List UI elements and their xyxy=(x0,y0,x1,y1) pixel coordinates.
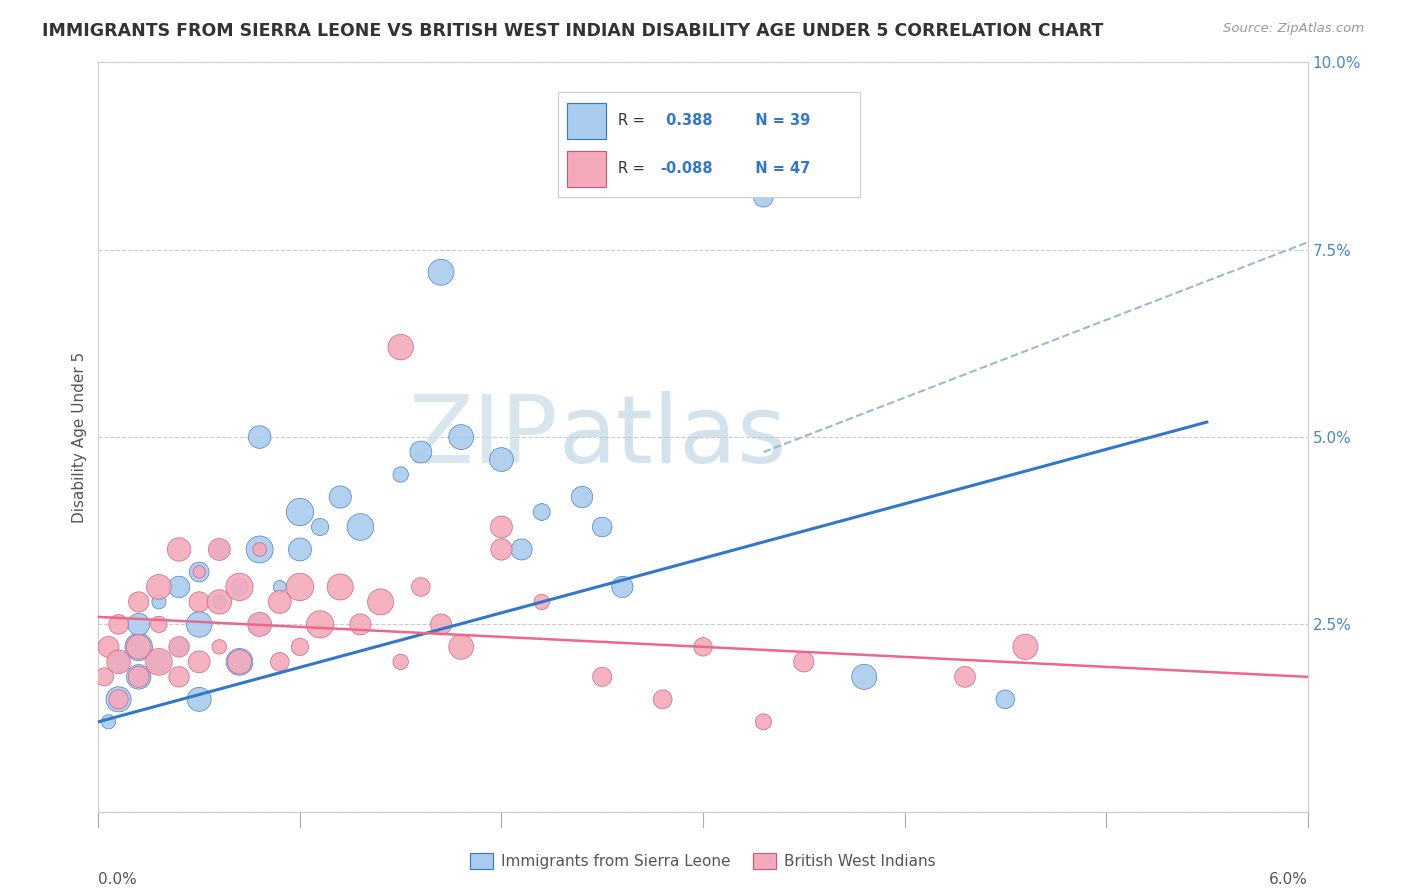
Point xyxy=(430,265,453,279)
Point xyxy=(208,542,231,557)
Point xyxy=(107,617,129,632)
Text: ZIP: ZIP xyxy=(408,391,558,483)
Point xyxy=(389,655,412,669)
Point xyxy=(97,714,120,729)
Point xyxy=(167,542,190,557)
Point xyxy=(249,430,271,444)
Point xyxy=(249,542,271,557)
Point xyxy=(228,580,250,594)
Point xyxy=(491,542,513,557)
Text: 0.0%: 0.0% xyxy=(98,871,138,887)
Point xyxy=(188,655,211,669)
Point xyxy=(309,617,332,632)
Point xyxy=(208,640,231,654)
Point xyxy=(107,692,129,706)
Point xyxy=(148,580,170,594)
Point xyxy=(249,617,271,632)
Point xyxy=(228,655,250,669)
Point xyxy=(148,617,170,632)
Point xyxy=(752,190,775,204)
Point xyxy=(188,565,211,579)
Point xyxy=(491,452,513,467)
Point xyxy=(692,640,714,654)
Point xyxy=(288,580,311,594)
Point xyxy=(389,467,412,482)
Point xyxy=(228,655,250,669)
Point xyxy=(188,692,211,706)
Point xyxy=(269,655,291,669)
Point xyxy=(188,565,211,579)
Point xyxy=(329,490,352,504)
Point xyxy=(269,595,291,609)
Text: 6.0%: 6.0% xyxy=(1268,871,1308,887)
Point xyxy=(249,542,271,557)
Point xyxy=(188,617,211,632)
Point xyxy=(107,692,129,706)
Point xyxy=(1014,640,1036,654)
Point xyxy=(349,617,371,632)
Y-axis label: Disability Age Under 5: Disability Age Under 5 xyxy=(72,351,87,523)
Point xyxy=(128,617,150,632)
Point xyxy=(107,655,129,669)
Point xyxy=(510,542,533,557)
Point xyxy=(349,520,371,534)
Point xyxy=(97,640,120,654)
Point xyxy=(128,670,150,684)
Point xyxy=(370,595,392,609)
Point xyxy=(612,580,634,594)
Point xyxy=(752,714,775,729)
Point xyxy=(128,640,150,654)
Point xyxy=(208,595,231,609)
Point xyxy=(167,670,190,684)
Point xyxy=(409,580,432,594)
Point xyxy=(128,670,150,684)
Point xyxy=(249,617,271,632)
Point xyxy=(491,520,513,534)
Point xyxy=(853,670,876,684)
Point xyxy=(591,520,613,534)
Point xyxy=(148,595,170,609)
Point xyxy=(148,655,170,669)
Text: IMMIGRANTS FROM SIERRA LEONE VS BRITISH WEST INDIAN DISABILITY AGE UNDER 5 CORRE: IMMIGRANTS FROM SIERRA LEONE VS BRITISH … xyxy=(42,22,1104,40)
Point xyxy=(309,520,332,534)
Point xyxy=(329,580,352,594)
Point xyxy=(953,670,976,684)
Point xyxy=(167,640,190,654)
Text: atlas: atlas xyxy=(558,391,786,483)
Point xyxy=(128,640,150,654)
Point xyxy=(228,580,250,594)
Point xyxy=(208,595,231,609)
Point xyxy=(148,655,170,669)
Point xyxy=(530,505,553,519)
Text: Source: ZipAtlas.com: Source: ZipAtlas.com xyxy=(1223,22,1364,36)
Point xyxy=(591,670,613,684)
Point xyxy=(994,692,1017,706)
Legend: Immigrants from Sierra Leone, British West Indians: Immigrants from Sierra Leone, British We… xyxy=(464,847,942,875)
Point xyxy=(409,445,432,459)
Point xyxy=(167,580,190,594)
Point xyxy=(269,580,291,594)
Point xyxy=(389,340,412,354)
Point xyxy=(793,655,815,669)
Point xyxy=(450,640,472,654)
Point xyxy=(430,617,453,632)
Point xyxy=(208,542,231,557)
Point xyxy=(188,595,211,609)
Point xyxy=(571,490,593,504)
Point xyxy=(288,640,311,654)
Point xyxy=(128,595,150,609)
Point xyxy=(288,505,311,519)
Point xyxy=(530,595,553,609)
Point xyxy=(450,430,472,444)
Point xyxy=(93,670,115,684)
Point xyxy=(107,655,129,669)
Point xyxy=(651,692,673,706)
Point xyxy=(288,542,311,557)
Point xyxy=(167,640,190,654)
